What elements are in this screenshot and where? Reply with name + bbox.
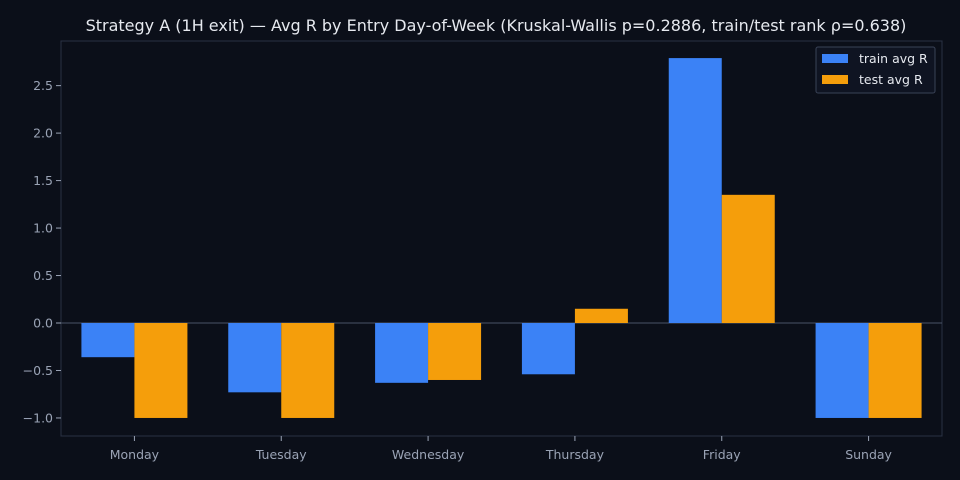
- bar-sunday-series-0: [815, 323, 869, 418]
- bar-tuesday-series-0: [228, 323, 282, 393]
- bar-monday-series-1: [134, 323, 188, 418]
- y-tick-label: 1.5: [33, 173, 53, 188]
- legend-swatch-1: [822, 75, 848, 84]
- y-tick-label: −0.5: [23, 363, 53, 378]
- bar-friday-series-1: [721, 194, 775, 324]
- bar-tuesday-series-1: [281, 323, 335, 418]
- x-axis: Monday Tuesday Wednesday Thursday Friday Sund…: [110, 436, 893, 462]
- bar-thursday-series-0: [521, 323, 575, 375]
- legend-label-1: test avg R: [859, 72, 923, 87]
- bar-thursday-series-1: [574, 308, 628, 324]
- y-axis: −1.0 −0.5 0.0 0.5 1.0 1.5 2.0 2.5: [23, 78, 61, 425]
- x-tick-label: Wednesday: [392, 447, 465, 462]
- y-tick-label: −1.0: [23, 410, 53, 425]
- plot-area: [60, 40, 943, 437]
- legend-swatch-0: [822, 54, 848, 63]
- y-tick-label: 2.0: [33, 126, 53, 141]
- legend-label-0: train avg R: [859, 51, 928, 66]
- legend: train avg R test avg R: [815, 46, 936, 94]
- x-tick-label: Monday: [110, 447, 160, 462]
- y-tick-label: 0.0: [33, 316, 53, 331]
- y-tick-label: 0.5: [33, 268, 53, 283]
- bar-wednesday-series-0: [375, 323, 429, 383]
- x-tick-label: Sunday: [845, 447, 892, 462]
- bar-wednesday-series-1: [428, 323, 482, 380]
- bar-monday-series-0: [81, 323, 135, 358]
- y-tick-label: 2.5: [33, 78, 53, 93]
- x-tick-label: Friday: [703, 447, 741, 462]
- y-tick-label: 1.0: [33, 221, 53, 236]
- x-tick-label: Thursday: [545, 447, 605, 462]
- x-tick-label: Tuesday: [255, 447, 307, 462]
- bar-friday-series-0: [668, 58, 722, 324]
- bar-sunday-series-1: [868, 323, 922, 418]
- bars: [81, 58, 922, 418]
- chart-title: Strategy A (1H exit) — Avg R by Entry Da…: [86, 16, 907, 35]
